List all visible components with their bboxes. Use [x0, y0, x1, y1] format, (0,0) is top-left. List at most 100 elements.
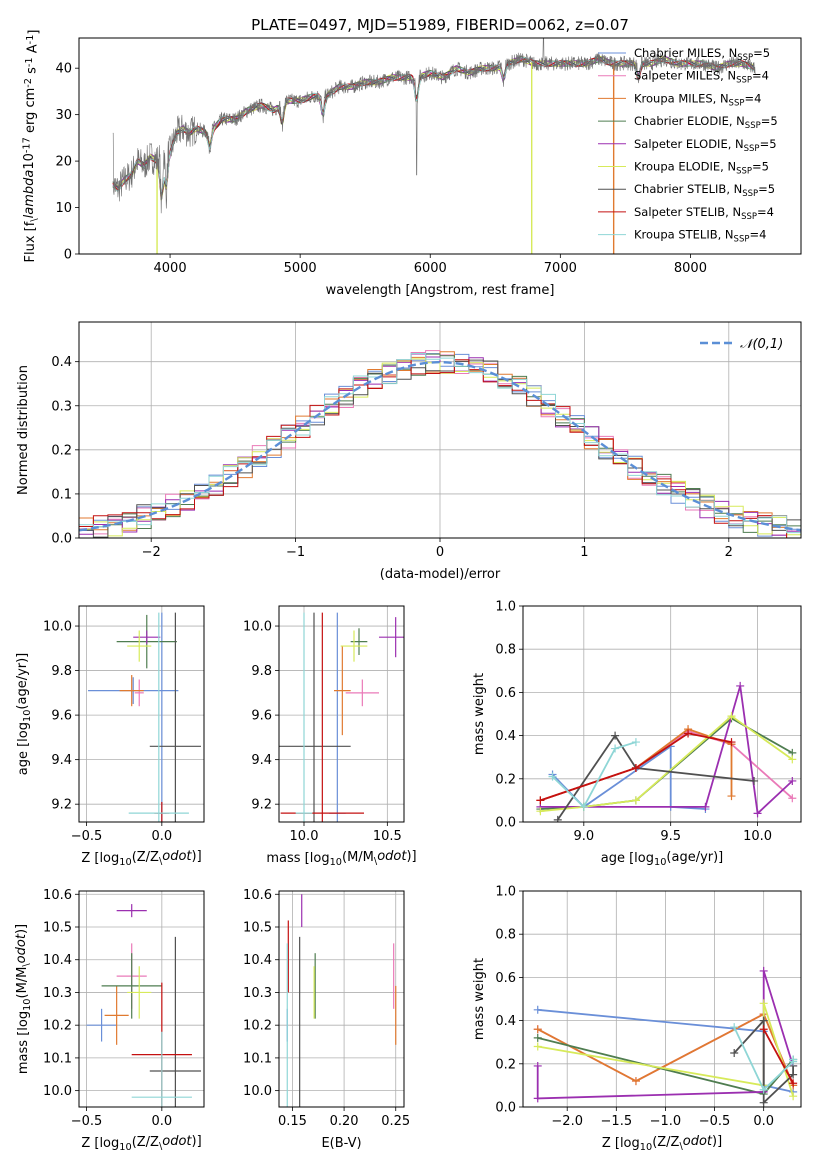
x-axis-label: mass [log10(M/M\odot)]	[266, 849, 416, 868]
y-tick-label: 0.4	[51, 355, 72, 370]
x-tick-label: 0.0	[151, 1114, 172, 1129]
data-marker	[789, 1055, 798, 1064]
legend-label: Chabrier STELIB, NSSP=5	[634, 182, 775, 199]
y-tick-label: 9.8	[251, 664, 272, 679]
y-tick-label: 10.4	[43, 953, 72, 968]
plot-area	[79, 350, 801, 538]
residual-histogram	[79, 359, 801, 538]
data-marker	[789, 1070, 798, 1079]
x-tick-label: 0.20	[330, 1114, 359, 1129]
panel-mass-weight-vs-age: 9.0 9.5 10.0 0.0 0.2 0.4 0.6 0.8 1.0 age [log10(a…	[472, 600, 802, 868]
data-marker	[759, 999, 768, 1008]
x-tick-label: 0.0	[151, 829, 172, 844]
data-marker	[533, 1033, 542, 1042]
data-marker	[730, 1023, 739, 1032]
data-marker	[759, 966, 768, 975]
data-marker	[533, 1094, 542, 1103]
y-tick-label: 0.0	[51, 532, 72, 547]
y-tick-label: 9.2	[251, 798, 272, 813]
y-tick-label: 10.0	[43, 1084, 72, 1099]
y-tick-label: 9.4	[51, 753, 72, 768]
y-tick-label: 9.4	[251, 753, 272, 768]
axes-frame	[78, 890, 205, 1108]
data-marker	[750, 776, 759, 785]
x-tick-label: 6000	[414, 261, 447, 276]
data-marker	[533, 1025, 542, 1034]
axes-frame	[78, 37, 802, 255]
data-marker	[736, 681, 745, 690]
y-tick-label: 0.1	[51, 487, 72, 502]
y-tick-label: 0.8	[495, 928, 516, 943]
data-marker	[759, 1085, 768, 1094]
y-tick-label: 0.4	[495, 729, 516, 744]
plot-area	[286, 894, 397, 1107]
y-tick-label: 10.4	[243, 953, 272, 968]
x-axis-label: (data-model)/error	[380, 567, 501, 582]
data-marker	[759, 1098, 768, 1107]
panel-residuals: −2 −1 0 1 2 0.0 0.1 0.2 0.3 0.4 (data-model)/error…	[16, 321, 802, 582]
axes-frame	[522, 890, 802, 1108]
x-tick-label: 10.0	[290, 829, 319, 844]
data-marker	[533, 1061, 542, 1070]
figure-title: PLATE=0497, MJD=51989, FIBERID=0062, z=0…	[251, 16, 629, 34]
y-tick-label: 10.6	[43, 888, 72, 903]
data-marker	[727, 738, 736, 747]
x-tick-label: 2	[725, 545, 733, 560]
legend-text: Chabrier MILES, N	[634, 46, 737, 60]
x-tick-label: 5000	[284, 261, 317, 276]
y-tick-label: 0.3	[51, 399, 72, 414]
legend-label: Kroupa MILES, NSSP=4	[634, 91, 761, 108]
y-tick-label: 10.3	[43, 986, 72, 1001]
data-marker	[579, 802, 588, 811]
observed-spectrum	[112, 38, 756, 214]
x-tick-label: −1	[286, 545, 305, 560]
y-tick-label: 10.1	[43, 1051, 72, 1066]
data-marker	[631, 764, 640, 772]
x-tick-label: 0	[436, 545, 444, 560]
plot-area	[536, 681, 797, 822]
y-tick-label: 1.0	[495, 600, 516, 615]
y-axis-label: mass weight	[472, 958, 487, 1040]
x-tick-label: −0.5	[699, 1114, 731, 1129]
legend-text: Salpeter ELODIE, N	[634, 137, 744, 151]
x-tick-label: 0.15	[278, 1114, 307, 1129]
plot-area	[112, 38, 756, 254]
data-marker	[788, 755, 797, 764]
x-axis-label: age [log10(age/yr)]	[601, 850, 724, 868]
y-tick-label: 10.3	[243, 986, 272, 1001]
y-tick-label: 10.0	[43, 620, 72, 635]
x-tick-label: −0.5	[71, 829, 103, 844]
legend-label: Salpeter ELODIE, NSSP=5	[634, 137, 777, 154]
data-marker	[548, 772, 557, 781]
y-tick-label: 10.0	[243, 620, 272, 635]
y-tick-label: 30	[55, 108, 72, 123]
plot-area	[86, 904, 201, 1107]
panel-age-vs-Z: −0.5 0.0 9.2 9.4 9.6 9.8 10.0 Z [log10(Z/Z\odot…	[15, 605, 205, 868]
y-tick-label: 10.0	[243, 1084, 272, 1099]
x-tick-label: 8000	[674, 261, 707, 276]
y-axis-label: mass weight	[472, 673, 487, 755]
data-marker	[730, 1049, 739, 1057]
data-marker	[536, 796, 545, 805]
y-tick-label: 10.2	[243, 1019, 272, 1034]
legend-label: Chabrier ELODIE, NSSP=5	[634, 114, 778, 131]
y-tick-label: 10.5	[43, 921, 72, 936]
data-marker	[684, 729, 693, 738]
panel-mass-weight-vs-Z: −2.0 −1.5 −1.0 −0.5 0.0 0.0 0.2 0.4 0.6 0.8 1.0 Z […	[472, 885, 802, 1153]
panel-mass-vs-Z: −0.5 0.0 10.0 10.1 10.2 10.3 10.4 10.5 10.6 Z [lo…	[14, 888, 205, 1153]
legend-text: Salpeter MILES, N	[634, 69, 736, 83]
y-axis-label: age [log10(age/yr)]	[15, 653, 33, 776]
x-tick-label: −0.5	[71, 1114, 103, 1129]
y-tick-label: 10.1	[243, 1051, 272, 1066]
y-axis-label: Normed distribution	[16, 365, 31, 495]
x-axis-label: Z [log10(Z/Z\odot)]	[81, 849, 201, 868]
plot-area	[279, 612, 404, 822]
x-tick-label: −2	[142, 545, 161, 560]
x-tick-label: 0.25	[381, 1114, 410, 1129]
panel-spectrum: 4000 5000 6000 7000 8000 0 10 20 30 40 wavelength …	[22, 30, 802, 298]
legend-text: Kroupa ELODIE, N	[634, 160, 736, 174]
y-tick-label: 9.2	[51, 798, 72, 813]
x-tick-label: 10.0	[743, 829, 772, 844]
